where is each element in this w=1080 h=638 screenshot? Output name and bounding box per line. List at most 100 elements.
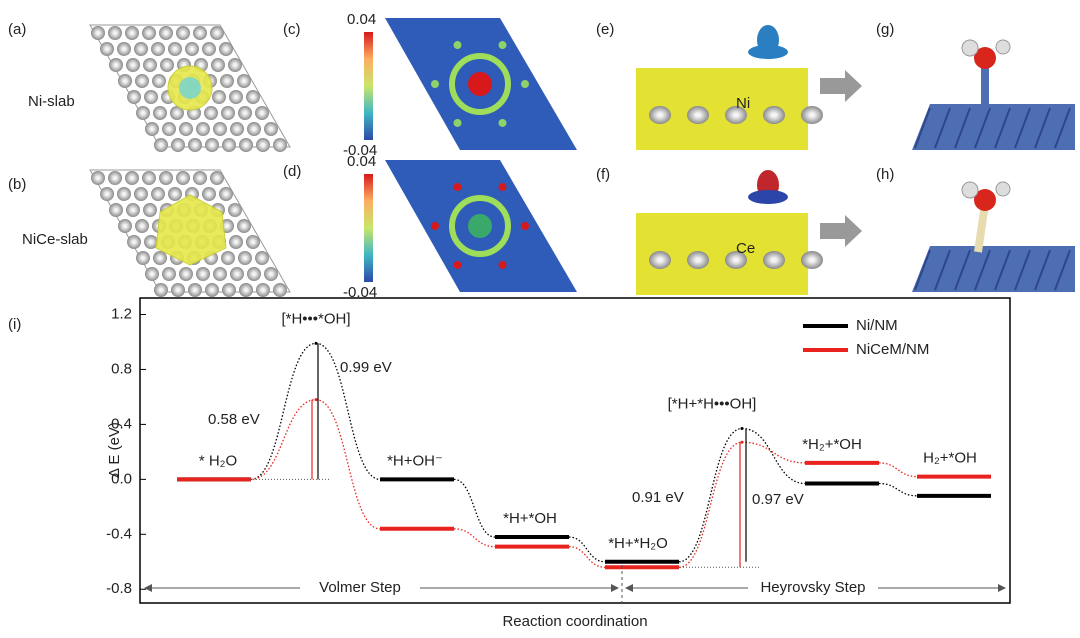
- hydrogen: [995, 181, 1011, 197]
- atom: [202, 42, 216, 56]
- colorbar-tick: 0.04: [347, 11, 376, 28]
- map-ring: [449, 195, 511, 257]
- surface-bond: [994, 249, 1011, 291]
- state-label: H₂+*OH: [923, 450, 977, 467]
- top-panels: (a) (b) (c) (d) (e) (f) (g) (h) Ni-slab NiCe-slab…: [8, 11, 1075, 301]
- colorbar-tick: -0.04: [343, 284, 377, 301]
- surface-bond: [1014, 107, 1031, 149]
- y-tick-label: -0.4: [106, 525, 132, 542]
- slab-label: NiCe-slab: [22, 231, 88, 248]
- atom: [170, 106, 184, 120]
- panel-label: (c): [283, 21, 301, 38]
- atom: [687, 251, 709, 269]
- atom: [649, 251, 671, 269]
- cell-outline: [89, 24, 291, 148]
- atom: [188, 283, 202, 297]
- colorbar-tick: 0.04: [347, 153, 376, 170]
- atom: [222, 283, 236, 297]
- state-label: [*H+*H•••OH]: [668, 395, 757, 412]
- surface-bond: [1014, 249, 1031, 291]
- map-spot: [453, 183, 462, 192]
- atom: [126, 58, 140, 72]
- atom: [801, 251, 823, 269]
- state-label: *H+*OH: [503, 510, 557, 527]
- atom: [238, 251, 252, 265]
- atom: [176, 26, 190, 40]
- atom: [213, 267, 227, 281]
- atom: [134, 42, 148, 56]
- atom: [196, 122, 210, 136]
- atom: [228, 58, 242, 72]
- atom: [256, 138, 270, 152]
- atom: [176, 171, 190, 185]
- surface-bond: [934, 107, 951, 149]
- atom: [168, 42, 182, 56]
- atom: [221, 251, 235, 265]
- atom: [211, 58, 225, 72]
- atom: [239, 138, 253, 152]
- atom: [246, 90, 260, 104]
- map-spot: [453, 260, 462, 269]
- step-label: Volmer Step: [319, 579, 401, 596]
- map-spot: [431, 222, 439, 230]
- panel-label: (e): [596, 21, 614, 38]
- atom: [238, 106, 252, 120]
- energy-chart: (i) 1.2 0.8 0.4 0.0 -0.4 -0.8 Δ E (eV) Reaction …: [8, 297, 1011, 630]
- map-spot: [498, 41, 507, 50]
- surface-bond: [914, 249, 931, 291]
- state-label: *H+OH⁻: [387, 452, 443, 469]
- atom: [193, 171, 207, 185]
- map-spot: [453, 41, 462, 50]
- atom: [725, 106, 747, 124]
- atom: [228, 203, 242, 217]
- atom: [108, 26, 122, 40]
- map-spot: [431, 80, 439, 88]
- surface-bond: [954, 107, 971, 149]
- atom: [237, 74, 251, 88]
- y-tick-label: -0.8: [106, 580, 132, 597]
- charge-density: [179, 77, 201, 99]
- atom: [151, 187, 165, 201]
- map-core: [468, 72, 492, 96]
- state-label: *H₂+*OH: [802, 436, 862, 453]
- atom: [256, 283, 270, 297]
- process-arrow: [820, 70, 862, 102]
- atom: [117, 187, 131, 201]
- state-label: * H₂O: [199, 452, 237, 469]
- atom: [145, 267, 159, 281]
- panel-label: (b): [8, 176, 26, 193]
- transition-state: [314, 398, 318, 402]
- bond: [974, 203, 989, 253]
- atom: [205, 283, 219, 297]
- map-core: [468, 214, 492, 238]
- atom-label: Ni: [736, 95, 750, 112]
- atom: [142, 26, 156, 40]
- atom: [212, 90, 226, 104]
- surface-bond: [934, 249, 951, 291]
- map-spot: [498, 183, 507, 192]
- atom: [118, 219, 132, 233]
- atom: [230, 267, 244, 281]
- atom: [210, 26, 224, 40]
- atom: [154, 283, 168, 297]
- atom: [154, 138, 168, 152]
- y-tick-label: 0.4: [111, 415, 132, 432]
- atom: [247, 267, 261, 281]
- atom: [193, 26, 207, 40]
- atom: [109, 58, 123, 72]
- atom: [127, 235, 141, 249]
- y-tick-label: 1.2: [111, 305, 132, 322]
- atom: [219, 42, 233, 56]
- slab-label: Ni-slab: [28, 93, 75, 110]
- atom: [125, 171, 139, 185]
- atom: [91, 26, 105, 40]
- atom: [763, 106, 785, 124]
- atom: [127, 90, 141, 104]
- colorbar-tick: -0.04: [343, 142, 377, 159]
- atom: [239, 283, 253, 297]
- surface-bond: [914, 107, 931, 149]
- barrier-label: 0.97 eV: [752, 491, 804, 508]
- atom: [801, 106, 823, 124]
- atom: [159, 26, 173, 40]
- atom: [118, 74, 132, 88]
